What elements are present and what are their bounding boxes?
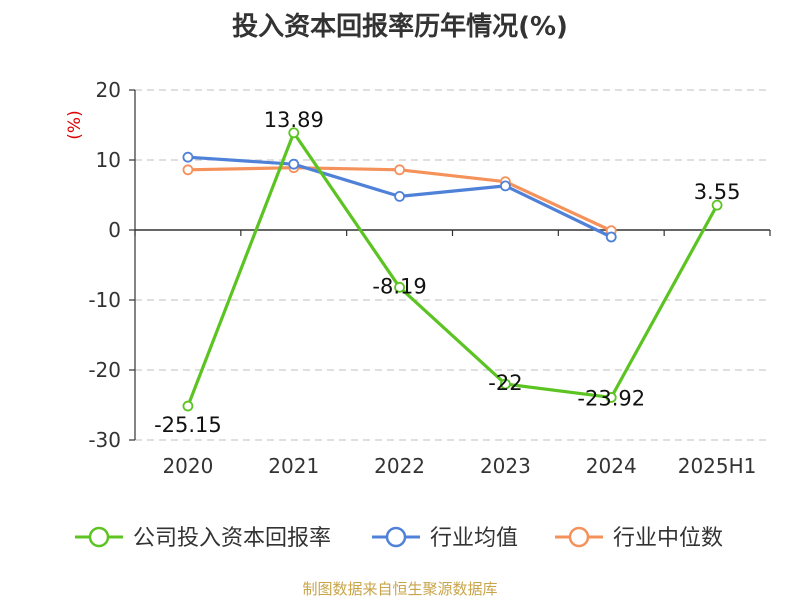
- y-tick-label: 20: [96, 78, 121, 102]
- y-tick-label: 10: [96, 148, 121, 172]
- data-point: [288, 127, 300, 139]
- data-point: [500, 180, 511, 192]
- data-point: [500, 378, 511, 390]
- data-label: -22: [488, 371, 522, 395]
- x-tick-label: 2025H1: [678, 454, 757, 478]
- legend-label: 公司投入资本回报率: [133, 526, 331, 551]
- legend-label: 行业均值: [430, 526, 518, 551]
- data-label: -23.92: [577, 386, 645, 410]
- legend-marker: [568, 526, 590, 548]
- y-tick-label: 0: [108, 218, 121, 242]
- data-point: [394, 164, 405, 176]
- data-point: [605, 392, 617, 403]
- data-point: [182, 400, 194, 412]
- data-point: [711, 199, 723, 211]
- y-tick-label: -10: [88, 288, 121, 312]
- data-label: -8.19: [372, 274, 426, 298]
- data-point: [288, 158, 300, 170]
- data-point: [394, 281, 405, 293]
- data-source-note: 制图数据来自恒生聚源数据库: [302, 580, 498, 598]
- data-label: -25.15: [154, 413, 222, 437]
- x-tick-label: 2023: [480, 454, 531, 478]
- x-tick-label: 2020: [162, 454, 213, 478]
- data-point: [182, 164, 194, 176]
- data-point: [394, 190, 405, 202]
- series-line: [186, 131, 719, 407]
- data-point: [182, 151, 194, 163]
- legend-marker: [385, 526, 407, 548]
- chart-title: 投入资本回报率历年情况(%): [232, 12, 568, 42]
- data-label: 3.55: [694, 180, 741, 204]
- x-tick-label: 2021: [268, 454, 319, 478]
- y-tick-label: -30: [88, 428, 121, 452]
- y-tick-label: -20: [88, 358, 121, 382]
- y-axis-unit-label: (%): [65, 110, 85, 139]
- data-point: [605, 231, 617, 243]
- x-tick-label: 2022: [374, 454, 425, 478]
- legend-label: 行业中位数: [613, 526, 723, 551]
- data-label: 13.89: [264, 108, 324, 132]
- legend-marker: [88, 526, 110, 548]
- x-tick-label: 2024: [586, 454, 637, 478]
